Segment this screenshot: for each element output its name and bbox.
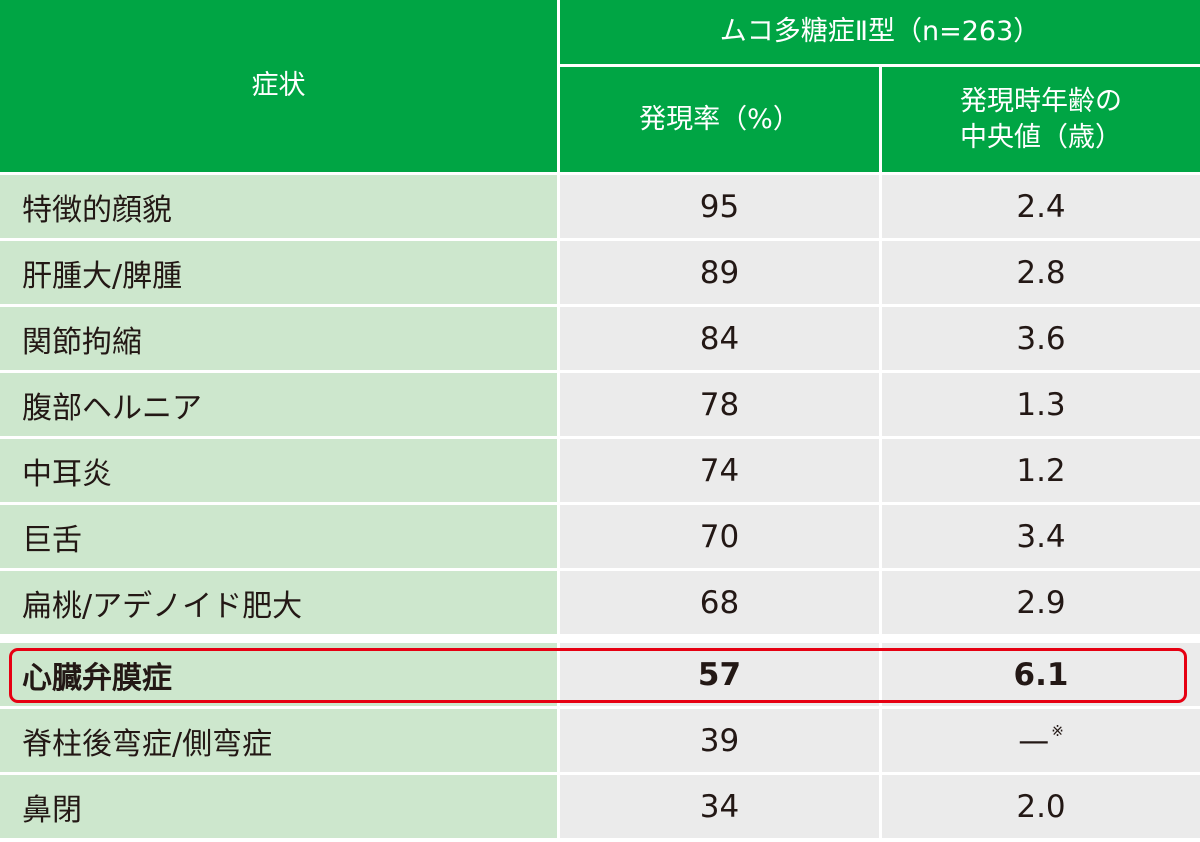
header-symptom: 症状 xyxy=(0,0,557,172)
row-5-age: 3.4 xyxy=(882,505,1200,568)
row-3-rate: 78 xyxy=(560,373,879,436)
row-6-symptom: 扁桃/アデノイド肥大 xyxy=(0,571,557,634)
row-2-rate: 84 xyxy=(560,307,879,370)
header-symptom-label: 症状 xyxy=(251,70,306,101)
header-age-label-line2: 中央値（歳） xyxy=(960,121,1122,153)
row-0-symptom: 特徴的顔貌 xyxy=(0,175,557,238)
row-9-symptom: 鼻閉 xyxy=(0,775,557,838)
row-3-age: 1.3 xyxy=(882,373,1200,436)
row-8-age-note: ※ xyxy=(1051,721,1064,740)
row-7-symptom: 心臓弁膜症 xyxy=(0,643,557,706)
row-2-age: 3.6 xyxy=(882,307,1200,370)
row-7-age: 6.1 xyxy=(882,643,1200,706)
header-rate-label: 発現率（%） xyxy=(639,103,800,135)
row-6-age: 2.9 xyxy=(882,571,1200,634)
header-age: 発現時年齢の 中央値（歳） xyxy=(882,67,1200,172)
row-4-age: 1.2 xyxy=(882,439,1200,502)
row-5-symptom: 巨舌 xyxy=(0,505,557,568)
row-2-symptom: 関節拘縮 xyxy=(0,307,557,370)
row-9-age: 2.0 xyxy=(882,775,1200,838)
row-1-rate: 89 xyxy=(560,241,879,304)
row-0-age: 2.4 xyxy=(882,175,1200,238)
row-7-rate: 57 xyxy=(560,643,879,706)
header-age-label-line1: 発現時年齢の xyxy=(960,85,1122,117)
header-group: ムコ多糖症Ⅱ型（n=263） xyxy=(560,0,1200,64)
row-9-rate: 34 xyxy=(560,775,879,838)
row-8-age-value: — xyxy=(1018,722,1050,759)
row-8-age: — ※ xyxy=(882,709,1200,772)
row-0-rate: 95 xyxy=(560,175,879,238)
row-6-rate: 68 xyxy=(560,571,879,634)
row-8-rate: 39 xyxy=(560,709,879,772)
row-3-symptom: 腹部ヘルニア xyxy=(0,373,557,436)
row-4-rate: 74 xyxy=(560,439,879,502)
row-1-symptom: 肝腫大/脾腫 xyxy=(0,241,557,304)
row-5-rate: 70 xyxy=(560,505,879,568)
row-4-symptom: 中耳炎 xyxy=(0,439,557,502)
row-1-age: 2.8 xyxy=(882,241,1200,304)
row-8-symptom: 脊柱後弯症/側弯症 xyxy=(0,709,557,772)
header-rate: 発現率（%） xyxy=(560,67,879,172)
header-group-label: ムコ多糖症Ⅱ型（n=263） xyxy=(719,16,1041,47)
